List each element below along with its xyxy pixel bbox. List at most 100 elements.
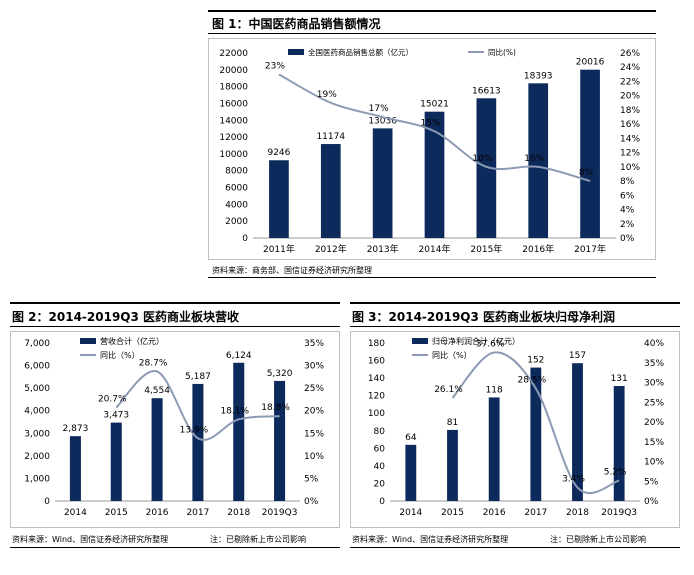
bar (233, 362, 245, 501)
x-tick-label: 2018 (227, 508, 250, 518)
line-value-label: 10% (472, 154, 492, 164)
figure1-title-rule (208, 33, 656, 34)
bar (405, 444, 417, 501)
bar (320, 144, 341, 238)
y-tick-label: 8000 (225, 167, 248, 177)
y-tick-label: 6,000 (24, 362, 50, 372)
figure2-bottom-rule (10, 547, 340, 548)
y-tick-label: 2000 (225, 217, 248, 227)
y2-tick-label: 15% (304, 429, 324, 439)
yoy-line (115, 370, 280, 441)
figure1-chart-frame (208, 38, 656, 260)
y2-tick-label: 18% (620, 106, 640, 116)
y-tick-label: 40 (374, 462, 386, 472)
x-tick-label: 2018 (566, 508, 589, 518)
y-tick-label: 2,000 (24, 452, 50, 462)
y-tick-label: 120 (368, 392, 385, 402)
bar-value-label: 2,873 (63, 424, 89, 434)
y2-tick-label: 20% (620, 92, 640, 102)
figure3-title-rule (350, 326, 680, 327)
y-tick-label: 0 (242, 234, 248, 244)
figure1-source: 资料来源：商务部、国信证券经济研究所整理 (212, 266, 372, 275)
y2-tick-label: 10% (304, 452, 324, 462)
y2-tick-label: 26% (620, 49, 640, 59)
figure2-note: 注：已剔除新上市公司影响 (210, 535, 306, 544)
y2-tick-label: 2% (620, 220, 635, 230)
bar-value-label: 131 (611, 374, 628, 384)
x-tick-label: 2014 (399, 508, 422, 518)
y-tick-label: 5,000 (24, 384, 50, 394)
legend-bar-swatch (80, 338, 96, 344)
figure3-chart: 0 20 40 60 80 100 120 140 160 180 0% 5% 10% 15% 20% 25%… (368, 336, 665, 518)
figure1-title: 图 1：中国医药商品销售额情况 (212, 17, 381, 31)
line-value-label: 37.6% (476, 339, 505, 349)
y2-tick-label: 8% (620, 177, 635, 187)
bar (372, 128, 393, 238)
bar-value-label: 118 (486, 385, 503, 395)
y2-tick-label: 16% (620, 120, 640, 130)
line-value-label: 19% (317, 90, 337, 100)
y2-tick-label: 24% (620, 63, 640, 73)
legend-line-label: 同比（%） (432, 350, 472, 360)
line-value-label: 18.1% (220, 406, 249, 416)
legend-line-label: 同比（%） (100, 350, 140, 360)
legend-bar-swatch (412, 338, 428, 344)
figure3-chart-frame (350, 331, 680, 528)
figure2-source: 资料来源：Wind、国信证券经济研究所整理 (12, 535, 169, 544)
y-tick-label: 20000 (219, 66, 248, 76)
line-value-label: 17% (369, 104, 389, 114)
y2-tick-label: 10% (620, 163, 640, 173)
figure1-chart: 0 2000 4000 6000 8000 10000 12000 14000 16000 180… (219, 47, 640, 255)
y-tick-label: 12000 (219, 133, 248, 143)
bar (613, 386, 625, 501)
bar-value-label: 4,554 (144, 386, 170, 396)
y-tick-label: 20 (374, 479, 386, 489)
line-value-label: 15% (420, 118, 440, 128)
y2-tick-label: 10% (644, 458, 664, 468)
bar (151, 398, 163, 501)
bar-value-label: 16613 (472, 86, 501, 96)
y-tick-label: 22000 (219, 49, 248, 59)
x-tick-label: 2014年 (419, 243, 451, 255)
x-tick-label: 2016 (483, 508, 506, 518)
bar (110, 422, 122, 501)
y2-tick-label: 12% (620, 149, 640, 159)
y2-tick-label: 20% (304, 407, 324, 417)
figure1-top-rule (208, 10, 656, 12)
x-tick-label: 2012年 (315, 243, 347, 255)
line-value-label: 13.9% (180, 425, 209, 435)
figure3-top-rule (350, 302, 680, 304)
line-value-label: 23% (265, 61, 285, 71)
x-tick-label: 2015 (441, 508, 464, 518)
bar (572, 363, 583, 501)
figure2-title-rule (10, 326, 340, 327)
y-tick-label: 0 (44, 497, 50, 507)
y2-tick-label: 30% (644, 379, 664, 389)
legend-bar-label: 全国医药商品销售总额（亿元） (308, 47, 413, 57)
y2-tick-label: 14% (620, 134, 640, 144)
figure3-source: 资料来源：Wind、国信证券经济研究所整理 (352, 535, 509, 544)
y2-tick-label: 5% (644, 477, 659, 487)
y2-tick-label: 25% (304, 384, 324, 394)
figure3-title: 图 3：2014-2019Q3 医药商业板块归母净利润 (352, 310, 616, 324)
bar (269, 160, 289, 238)
bar-value-label: 3,473 (103, 411, 129, 421)
bar-value-label: 64 (405, 433, 417, 443)
y-tick-label: 10000 (219, 150, 248, 160)
bar-value-label: 152 (527, 356, 544, 366)
x-tick-label: 2019Q3 (601, 508, 637, 518)
yoy-line (278, 73, 591, 183)
figure3-note: 注：已剔除新上市公司影响 (550, 535, 646, 544)
x-tick-label: 2019Q3 (262, 508, 298, 518)
x-tick-label: 2017 (186, 508, 209, 518)
y2-tick-label: 0% (620, 234, 635, 244)
y2-tick-label: 35% (304, 339, 324, 349)
legend-line-label: 同比(%) (488, 47, 516, 57)
line-value-label: 3.4% (562, 475, 585, 485)
line-value-label: 28.7% (139, 358, 168, 368)
line-value-label: 8% (579, 168, 594, 178)
bar (580, 69, 600, 238)
y-tick-label: 4,000 (24, 407, 50, 417)
bar (488, 397, 500, 501)
line-value-label: 18.8% (261, 403, 290, 413)
